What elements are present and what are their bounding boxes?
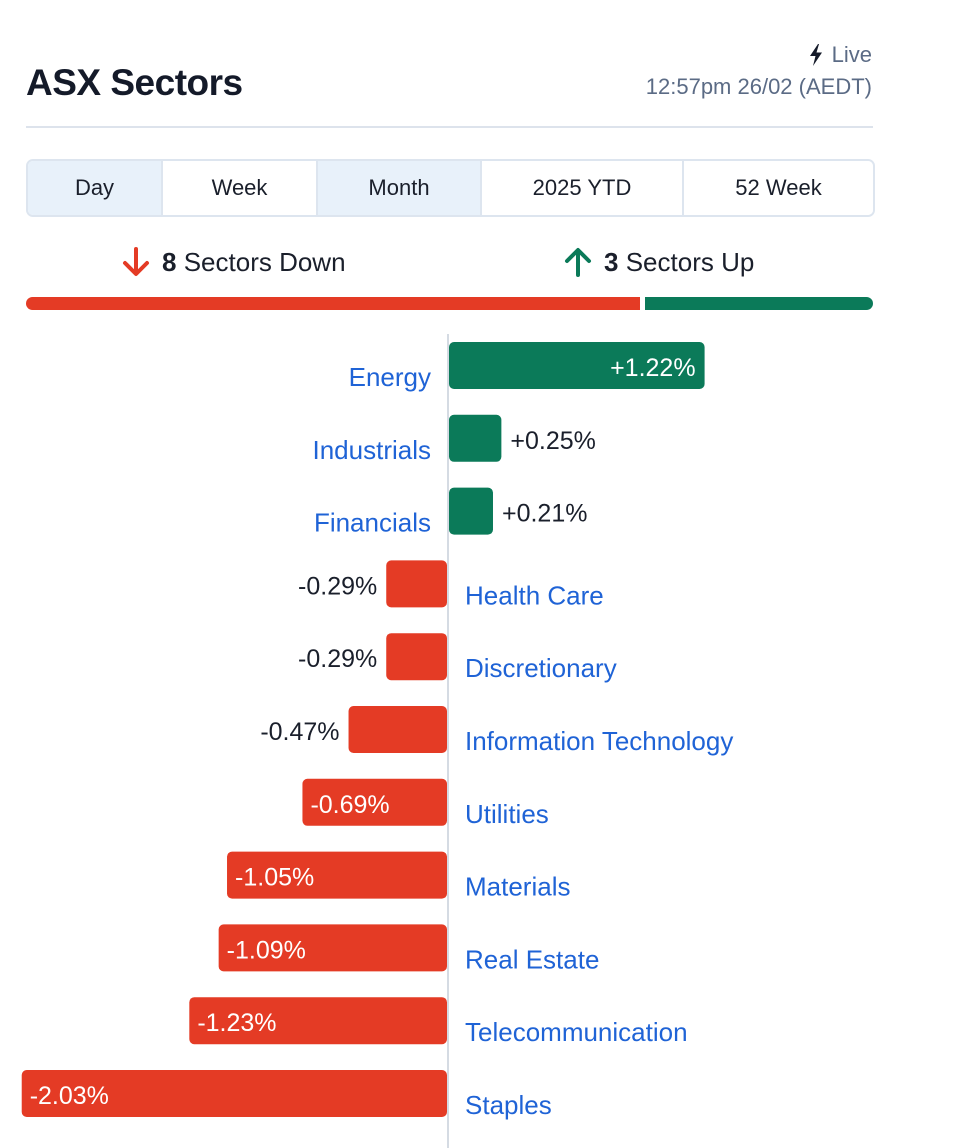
sectors-down-summary: 8 Sectors Down	[120, 246, 346, 278]
bar-telecommunication	[189, 997, 447, 1045]
lightning-bolt-icon	[809, 44, 822, 66]
tab-2025-ytd[interactable]: 2025 YTD	[482, 161, 684, 215]
value-label-materials: -1.05%	[235, 864, 314, 892]
sectors-down-label: Sectors Down	[183, 246, 346, 277]
bar-financials	[449, 487, 493, 535]
bar-health-care	[386, 560, 447, 608]
bar-information-technology	[348, 706, 447, 753]
live-indicator: Live	[808, 42, 872, 68]
sector-performance-chart: +1.22% Energy +0.25% Industrials +0.21% Finan…	[21, 334, 733, 1148]
sector-link-industrials[interactable]: Industrials	[313, 435, 432, 465]
sector-link-discretionary[interactable]: Discretionary	[465, 653, 617, 683]
header-divider	[26, 126, 873, 128]
bar-energy	[449, 342, 705, 389]
value-label-real-estate: -1.09%	[227, 936, 306, 964]
sector-link-real-estate[interactable]: Real Estate	[465, 944, 599, 974]
tab-week[interactable]: Week	[163, 161, 318, 215]
sectors-split-bar	[26, 297, 873, 310]
value-label-staples: -2.03%	[30, 1082, 109, 1110]
sectors-down-count: 8	[162, 246, 177, 277]
value-label-financials: +0.21%	[502, 500, 588, 528]
value-label-discretionary: -0.29%	[298, 645, 377, 673]
timestamp: 12:57pm 26/02 (AEDT)	[645, 74, 872, 99]
bar-discretionary	[386, 633, 447, 681]
sector-link-financials[interactable]: Financials	[314, 508, 431, 538]
arrow-down-icon	[123, 247, 149, 276]
sectors-down-bar	[26, 297, 640, 310]
page-title: ASX Sectors	[26, 62, 243, 103]
value-label-telecommunication: -1.23%	[197, 1009, 276, 1037]
sector-link-energy[interactable]: Energy	[349, 362, 431, 392]
value-label-energy: +1.22%	[610, 354, 696, 382]
sector-link-utilities[interactable]: Utilities	[465, 799, 549, 829]
bar-materials	[227, 851, 447, 899]
bar-utilities	[302, 778, 447, 826]
value-label-utilities: -0.69%	[310, 791, 389, 819]
tab-52-week[interactable]: 52 Week	[684, 161, 873, 215]
sectors-up-label: Sectors Up	[625, 246, 755, 277]
sector-link-information-technology[interactable]: Information Technology	[465, 726, 733, 756]
sectors-up-summary: 3 Sectors Up	[562, 246, 754, 278]
sectors-up-count: 3	[604, 246, 619, 277]
live-label: Live	[831, 42, 872, 67]
sector-link-telecommunication[interactable]: Telecommunication	[465, 1017, 688, 1047]
bar-staples	[21, 1070, 448, 1117]
value-label-health-care: -0.29%	[298, 572, 377, 600]
bar-real-estate	[218, 924, 447, 972]
period-tabs: Day Week Month 2025 YTD 52 Week	[26, 159, 875, 217]
tab-day[interactable]: Day	[28, 161, 163, 215]
value-label-industrials: +0.25%	[510, 427, 596, 455]
sector-link-staples[interactable]: Staples	[465, 1090, 552, 1120]
sector-link-materials[interactable]: Materials	[465, 872, 570, 902]
bar-industrials	[449, 414, 502, 462]
arrow-up-icon	[565, 248, 591, 277]
sectors-up-bar	[644, 297, 873, 310]
tab-month[interactable]: Month	[318, 161, 482, 215]
value-label-information-technology: -0.47%	[260, 718, 339, 746]
sector-link-health-care[interactable]: Health Care	[465, 580, 604, 610]
